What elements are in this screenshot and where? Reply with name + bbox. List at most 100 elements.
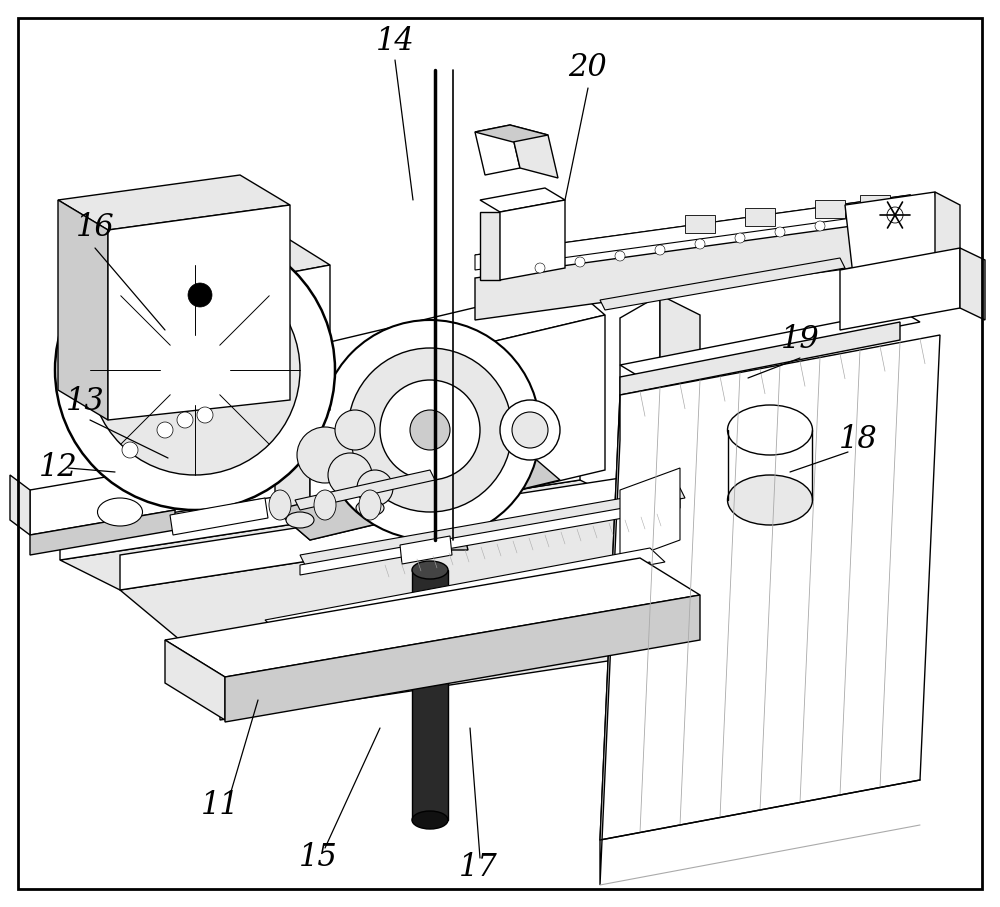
- Polygon shape: [510, 125, 558, 178]
- Polygon shape: [30, 510, 175, 555]
- Circle shape: [55, 230, 335, 510]
- Polygon shape: [600, 335, 940, 840]
- Polygon shape: [170, 498, 268, 535]
- Polygon shape: [275, 355, 310, 540]
- Circle shape: [335, 410, 375, 450]
- Polygon shape: [480, 212, 500, 280]
- Ellipse shape: [359, 490, 381, 520]
- Circle shape: [512, 412, 548, 448]
- Ellipse shape: [728, 475, 812, 525]
- Text: 16: 16: [76, 212, 114, 243]
- Ellipse shape: [314, 490, 336, 520]
- Ellipse shape: [412, 561, 448, 579]
- Circle shape: [775, 227, 785, 237]
- Polygon shape: [310, 315, 605, 540]
- Ellipse shape: [356, 500, 384, 516]
- Polygon shape: [265, 562, 650, 648]
- Circle shape: [157, 422, 173, 438]
- Circle shape: [887, 207, 903, 223]
- Polygon shape: [10, 475, 30, 535]
- Polygon shape: [475, 125, 548, 142]
- Polygon shape: [420, 530, 468, 550]
- Circle shape: [855, 215, 865, 225]
- Circle shape: [695, 239, 705, 249]
- Polygon shape: [108, 205, 290, 420]
- Polygon shape: [295, 470, 435, 510]
- Text: 11: 11: [201, 789, 239, 821]
- Circle shape: [328, 453, 372, 497]
- Polygon shape: [30, 465, 175, 535]
- Polygon shape: [620, 310, 920, 377]
- Bar: [685, 215, 715, 233]
- Polygon shape: [660, 295, 700, 580]
- Bar: [745, 208, 775, 226]
- Polygon shape: [960, 248, 985, 320]
- Ellipse shape: [286, 512, 314, 528]
- Polygon shape: [265, 548, 665, 634]
- Text: 12: 12: [39, 453, 77, 483]
- Polygon shape: [130, 270, 170, 440]
- Bar: [412, 570, 448, 820]
- Polygon shape: [935, 192, 960, 293]
- Circle shape: [188, 283, 212, 307]
- Polygon shape: [275, 450, 560, 540]
- Bar: [815, 200, 845, 218]
- Polygon shape: [475, 195, 940, 278]
- Polygon shape: [620, 322, 900, 395]
- Polygon shape: [845, 192, 945, 293]
- Circle shape: [357, 470, 393, 506]
- Circle shape: [177, 412, 193, 428]
- Ellipse shape: [98, 498, 143, 526]
- Circle shape: [500, 400, 560, 460]
- Circle shape: [655, 245, 665, 255]
- Polygon shape: [180, 560, 700, 680]
- Polygon shape: [300, 480, 680, 585]
- Circle shape: [348, 348, 512, 512]
- Text: 19: 19: [781, 325, 819, 356]
- Circle shape: [160, 335, 230, 405]
- Circle shape: [320, 320, 540, 540]
- Polygon shape: [60, 480, 640, 590]
- Polygon shape: [130, 240, 330, 295]
- Text: 13: 13: [66, 386, 104, 417]
- Circle shape: [615, 251, 625, 261]
- Text: 14: 14: [376, 26, 414, 57]
- Polygon shape: [400, 536, 452, 564]
- Circle shape: [90, 265, 300, 475]
- Polygon shape: [620, 468, 680, 562]
- Polygon shape: [225, 595, 700, 722]
- Polygon shape: [600, 395, 620, 885]
- Text: 15: 15: [299, 843, 337, 873]
- Polygon shape: [475, 125, 520, 175]
- Circle shape: [175, 277, 325, 427]
- Polygon shape: [120, 475, 640, 590]
- Polygon shape: [300, 488, 685, 565]
- Bar: [860, 195, 890, 213]
- Circle shape: [197, 407, 213, 423]
- Circle shape: [230, 332, 270, 372]
- Polygon shape: [58, 175, 290, 230]
- Polygon shape: [620, 295, 660, 583]
- Polygon shape: [840, 248, 960, 330]
- Polygon shape: [275, 285, 605, 385]
- Polygon shape: [165, 558, 700, 677]
- Polygon shape: [300, 498, 680, 575]
- Polygon shape: [475, 218, 910, 320]
- Polygon shape: [220, 610, 680, 720]
- Polygon shape: [165, 640, 225, 720]
- Ellipse shape: [412, 811, 448, 829]
- Circle shape: [815, 221, 825, 231]
- Circle shape: [410, 410, 450, 450]
- Ellipse shape: [269, 490, 291, 520]
- Circle shape: [735, 233, 745, 243]
- Polygon shape: [475, 195, 910, 270]
- Polygon shape: [300, 545, 340, 620]
- Ellipse shape: [728, 405, 812, 455]
- Circle shape: [575, 257, 585, 267]
- Text: 20: 20: [569, 53, 607, 83]
- Polygon shape: [910, 195, 940, 258]
- Polygon shape: [500, 200, 565, 280]
- Text: 17: 17: [459, 853, 497, 883]
- Polygon shape: [58, 200, 108, 420]
- Circle shape: [122, 442, 138, 458]
